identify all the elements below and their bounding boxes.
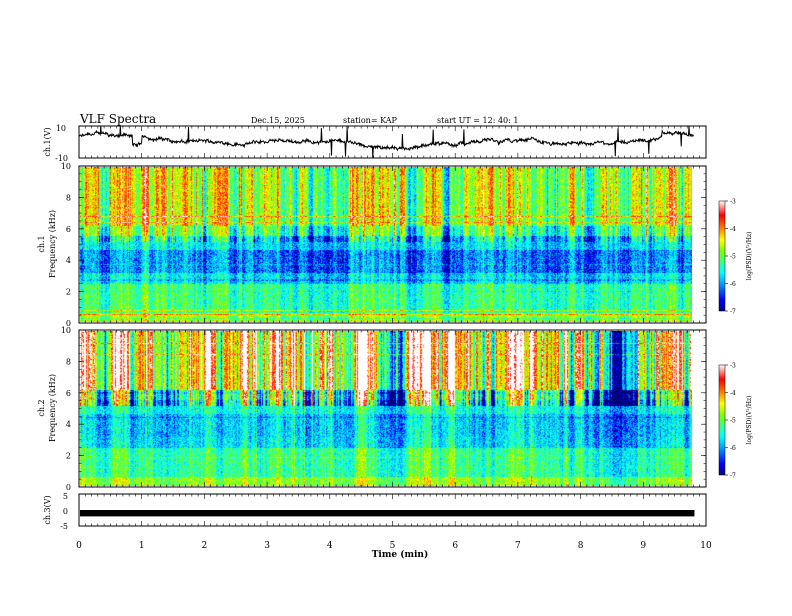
y-tick-label: 2 [66,288,71,297]
colorbar-tick-label: -5 [730,418,736,425]
y-tick-label: 6 [66,389,71,398]
ch2-spectrogram-yticks: 0 2 4 6 8 10 [61,326,706,492]
ch2-spectrogram-ylabel-frequency: Frequency (kHz) [48,374,57,442]
ch1-spectrogram-ylabel-channel: ch.1 [37,235,46,252]
ch1-colorbar-ticks: -3 -4 -5 -6 -7 [725,199,736,316]
x-tick-label: 10 [700,541,712,551]
ch1-waveform-ylabel: ch.1(V) [43,127,52,156]
ch1-spectrogram-image [80,167,692,322]
ch2-colorbar-label: log(PSD)(V²/Hz) [746,396,753,445]
figure-title: VLF Spectra [79,112,156,126]
y-tick-label: 0 [66,319,71,328]
y-tick-label: 10 [61,162,71,171]
ch1-waveform-panel: 10 -10 ch.1(V) [43,124,707,163]
date-label: Dec.15, 2025 [251,116,305,125]
x-tick-label: 8 [578,541,584,551]
colorbar-tick-label: -7 [730,309,736,316]
ch1-waveform-trace [78,125,694,159]
colorbar-tick-label: -4 [730,226,736,233]
x-tick-label: 4 [327,541,333,551]
ch1-spectrogram-yticks: 0 2 4 6 8 10 [61,162,706,328]
y-tick-label: 4 [66,420,71,429]
ch3-ytick-top: 5 [63,492,68,501]
ch2-spectrogram-image [80,331,692,486]
y-tick-label: 6 [66,225,71,234]
x-tick-label: 7 [515,541,521,551]
ch3-ytick-middle: 0 [63,507,68,516]
time-axis-tick-labels: 0 1 2 3 4 5 6 7 8 9 10 [76,541,712,551]
ch1-colorbar [718,200,726,312]
start-time-label: start UT = 12: 40: 1 [437,116,518,125]
time-axis-label: Time (min) [372,549,429,560]
x-tick-label: 1 [139,541,145,551]
y-tick-label: 10 [61,326,71,335]
x-tick-label: 3 [264,541,270,551]
ch3-waveform-panel: 5 0 -5 ch.3(V) [43,492,707,531]
x-tick-label: 0 [76,541,82,551]
colorbar-tick-label: -3 [730,363,736,370]
ch1-ytick-top: 10 [56,124,66,133]
y-tick-label: 8 [66,193,71,202]
colorbar-tick-label: -6 [730,281,736,288]
x-tick-label: 2 [202,541,208,551]
colorbar-tick-label: -3 [730,199,736,206]
colorbar-tick-label: -5 [730,254,736,261]
y-tick-label: 8 [66,357,71,366]
ch3-waveform-ylabel: ch.3(V) [43,495,52,524]
ch2-colorbar [718,364,726,476]
x-tick-label: 9 [640,541,646,551]
colorbar-tick-label: -6 [730,445,736,452]
y-tick-label: 2 [66,452,71,461]
ch1-spectrogram-ylabel-frequency: Frequency (kHz) [48,210,57,278]
x-tick-label: 5 [390,541,396,551]
ch1-ytick-bottom: -10 [55,154,68,163]
colorbar-tick-label: -7 [730,473,736,480]
y-tick-label: 0 [66,483,71,492]
y-tick-label: 4 [66,256,71,265]
time-axis-ticks [78,126,707,526]
ch2-colorbar-ticks: -3 -4 -5 -6 -7 [725,363,736,480]
colorbar-tick-label: -4 [730,390,736,397]
station-label: station= KAP [343,116,398,125]
ch1-colorbar-label: log(PSD)(V²/Hz) [746,232,753,281]
x-tick-label: 6 [452,541,458,551]
ch3-waveform-trace [80,510,695,517]
ch2-spectrogram-ylabel-channel: ch.2 [37,399,46,416]
ch3-ytick-bottom: -5 [60,522,68,531]
